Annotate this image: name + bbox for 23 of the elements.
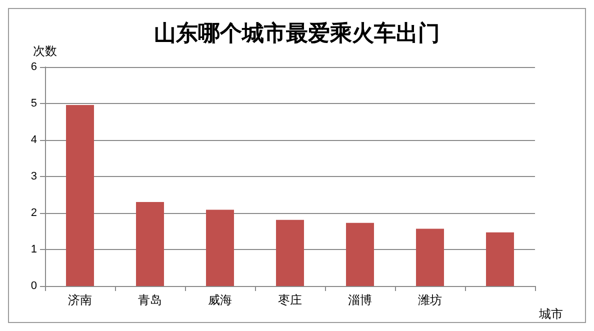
x-tick-label: 潍坊	[418, 293, 442, 307]
bar	[416, 228, 444, 286]
y-tick-label: 6	[30, 61, 37, 73]
y-tick-label: 3	[30, 170, 37, 182]
bar	[276, 220, 304, 286]
bar	[206, 210, 234, 286]
y-tick-label: 5	[30, 98, 37, 110]
bar	[346, 222, 374, 286]
y-tick-label: 0	[30, 280, 37, 292]
x-tick-label: 淄博	[348, 293, 372, 307]
x-tick-label: 青岛	[138, 293, 162, 307]
y-tick-label: 1	[30, 244, 37, 256]
chart-title: 山东哪个城市最爱乘火车出门	[154, 20, 440, 46]
x-tick-label: 枣庄	[278, 293, 302, 307]
y-axis-title: 次数	[33, 44, 57, 58]
x-tick-label: 威海	[208, 293, 232, 307]
bar	[486, 232, 514, 286]
bar	[66, 104, 94, 286]
x-axis-title: 城市	[538, 307, 563, 321]
bar	[136, 202, 164, 286]
x-tick-label: 济南	[68, 293, 92, 307]
y-tick-label: 4	[30, 134, 37, 146]
y-tick-label: 2	[30, 207, 37, 219]
